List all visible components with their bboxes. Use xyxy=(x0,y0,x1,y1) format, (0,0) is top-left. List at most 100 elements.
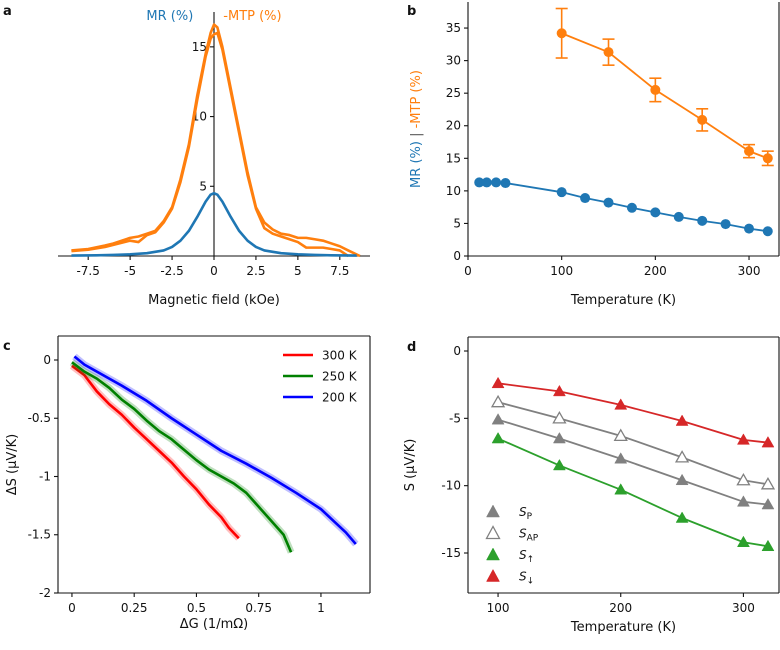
y-tick-label: 15 xyxy=(446,151,461,165)
series-↓ xyxy=(491,376,775,448)
series-250 K xyxy=(69,359,295,554)
series-line xyxy=(561,32,769,160)
y-axis-label: MR (%) -MTP (%) xyxy=(146,9,281,24)
series-line xyxy=(71,361,293,553)
y-tick-label: 10 xyxy=(446,184,461,198)
legend-marker xyxy=(486,547,500,561)
legend-symbol: S xyxy=(519,548,527,562)
series-line xyxy=(497,401,769,486)
data-point xyxy=(760,477,776,490)
data-point xyxy=(614,452,628,464)
x-axis-label: Temperature (K) xyxy=(570,293,676,308)
data-point xyxy=(491,177,502,188)
y-axis-label: MR (%) | -MTP (%) xyxy=(409,70,424,188)
x-axis-label: Magnetic field (kOe) xyxy=(148,293,280,308)
y-tick-label: -1.5 xyxy=(28,528,51,542)
y-tick-label: -0.5 xyxy=(28,411,51,425)
data-point xyxy=(500,178,511,189)
y-tick-label: 0 xyxy=(453,344,461,358)
data-point xyxy=(674,450,690,463)
y-axis-label-part: | xyxy=(409,128,424,141)
legend-item: 250 K xyxy=(283,370,358,384)
y-axis-label-part: MR (%) xyxy=(409,141,424,188)
series-1 xyxy=(555,7,774,167)
y-tick-label: 35 xyxy=(446,21,461,35)
x-tick-label: -2.5 xyxy=(160,264,183,278)
data-point xyxy=(552,432,566,444)
y-tick-label: 5 xyxy=(199,179,207,193)
data-point xyxy=(556,187,567,198)
data-point xyxy=(556,28,567,39)
legend-item: S↓ xyxy=(486,568,535,587)
legend-marker xyxy=(485,525,501,540)
legend-item: SP xyxy=(486,504,533,522)
x-tick-label: 100 xyxy=(550,264,573,278)
data-point xyxy=(491,413,505,425)
data-point xyxy=(675,473,689,486)
legend-subscript: ↓ xyxy=(527,577,535,587)
data-point xyxy=(614,398,628,410)
legend-label: 300 K xyxy=(322,349,358,363)
y-tick-label: 0 xyxy=(43,353,51,367)
data-point xyxy=(552,411,567,424)
data-point xyxy=(736,472,751,486)
data-point xyxy=(761,539,775,552)
data-point xyxy=(736,433,750,445)
legend-label: SAP xyxy=(519,527,539,544)
x-tick-label: 7.5 xyxy=(330,264,349,278)
x-tick-label: 0.5 xyxy=(187,601,206,615)
series-0 xyxy=(71,23,361,258)
data-point xyxy=(474,177,485,188)
x-tick-label: -7.5 xyxy=(76,264,99,278)
x-tick-label: 2.5 xyxy=(246,264,265,278)
data-point xyxy=(762,153,773,164)
data-point xyxy=(673,211,684,222)
legend-symbol: S xyxy=(519,505,527,519)
series-line xyxy=(497,437,769,548)
series-300 K xyxy=(69,363,242,541)
x-tick-label: 300 xyxy=(738,264,761,278)
series-line xyxy=(71,191,357,257)
legend-subscript: AP xyxy=(527,534,539,544)
data-point xyxy=(552,384,566,397)
y-axis-label: ΔS (μV/K) xyxy=(5,434,20,496)
legend-symbol: S xyxy=(519,570,527,584)
legend-marker xyxy=(486,504,500,518)
x-tick-label: 0 xyxy=(68,601,76,615)
data-point xyxy=(603,47,614,58)
x-tick-label: 200 xyxy=(609,601,632,615)
data-point xyxy=(736,495,750,507)
panel-c: 0 0.25 0.5 0.75 1 0 -0.5 -1 -1.5 -2 ΔG (1/mΩ) ΔS (μ… xyxy=(5,335,371,632)
legend-label: SP xyxy=(519,505,533,522)
y-tick-label: -15 xyxy=(441,546,461,560)
data-point xyxy=(744,223,755,234)
x-tick-label: 200 xyxy=(644,264,667,278)
series-line xyxy=(73,355,357,545)
panel-label-b: b xyxy=(407,4,416,19)
data-point xyxy=(736,535,750,547)
y-axis-label-part: MR (%) xyxy=(146,9,193,24)
data-point xyxy=(552,458,566,471)
y-axis-label: S (μV/K) xyxy=(403,439,418,492)
data-point xyxy=(697,114,708,125)
data-point xyxy=(762,226,773,237)
y-tick-label: 5 xyxy=(453,216,461,230)
x-tick-label: 0.75 xyxy=(245,601,272,615)
x-axis-label: ΔG (1/mΩ) xyxy=(180,617,249,632)
data-point xyxy=(697,215,708,226)
data-point xyxy=(490,394,506,408)
data-point xyxy=(491,376,505,389)
series-AP xyxy=(490,394,776,490)
series-P xyxy=(491,413,775,510)
data-point xyxy=(675,511,689,523)
x-tick-label: 1 xyxy=(317,601,325,615)
series-↑ xyxy=(491,432,775,552)
series-band xyxy=(72,353,359,547)
series-0 xyxy=(474,177,773,237)
data-point xyxy=(761,498,775,510)
x-tick-label: 0 xyxy=(464,264,472,278)
y-tick-label: 30 xyxy=(446,54,461,68)
y-tick-label: 25 xyxy=(446,86,461,100)
series-line xyxy=(71,23,361,258)
